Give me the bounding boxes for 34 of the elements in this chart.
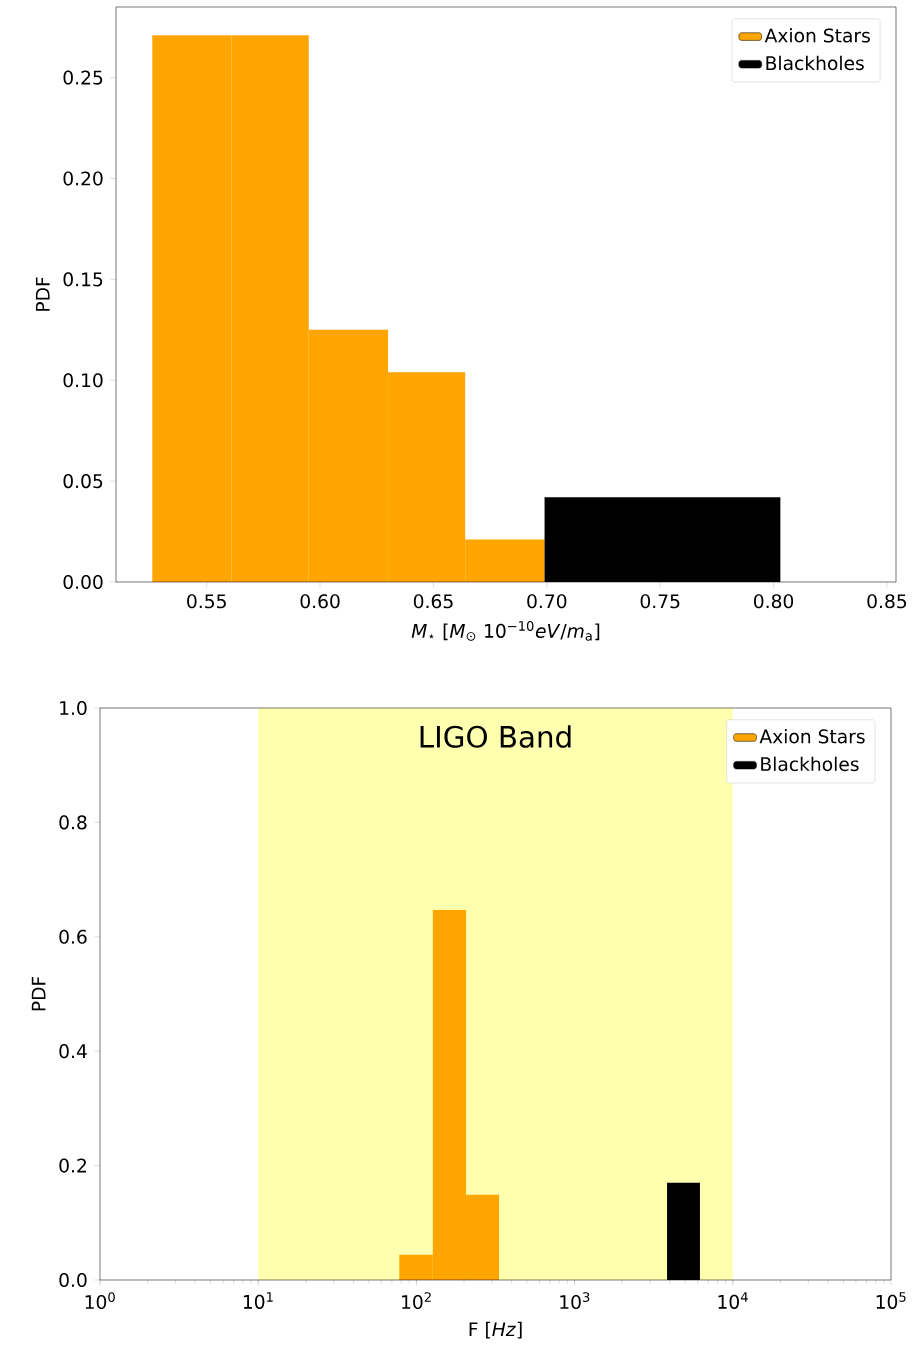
x-tick-label: 0.80	[754, 594, 794, 609]
legend-label: Axion Stars	[759, 729, 865, 744]
x-tick-label: 10$^{5}$	[876, 1292, 906, 1309]
y-tick-label: 0.25	[63, 70, 103, 85]
x-tick-label: 0.60	[300, 594, 340, 609]
y-tick-label: 0.8	[59, 815, 87, 830]
x-tick-label: 10$^{2}$	[402, 1292, 431, 1310]
x-axis-title: F [Hz]	[469, 1321, 522, 1339]
band-label: LIGO Band	[420, 725, 571, 748]
x-tick-label: 0.85	[867, 594, 907, 609]
x-tick-label: 0.75	[640, 594, 680, 609]
y-tick-label: 0.4	[59, 1044, 87, 1059]
x-tick-label: 0.65	[413, 594, 453, 609]
y-tick-label: 0.0	[59, 1272, 87, 1288]
x-tick-label: 0.70	[527, 594, 567, 609]
y-tick-label: 0.05	[63, 474, 103, 489]
y-tick-label: 0.15	[63, 272, 103, 287]
y-axis-title: PDF	[31, 976, 46, 1011]
y-axis-title: PDF	[35, 277, 50, 311]
legend-label: Axion Stars	[764, 28, 870, 43]
y-tick-label: 0.10	[63, 373, 103, 388]
text: M$_{⋆}$ [M$_{⊙}$ 10$^{−10}$eV/m$_{a}$]	[411, 620, 600, 641]
x-tick-label: 10$^{0}$	[85, 1292, 115, 1310]
y-tick-label: 0.6	[59, 929, 87, 944]
x-tick-label: 10$^{4}$	[718, 1292, 748, 1309]
y-tick-label: 1.0	[60, 700, 87, 716]
x-tick-label: 10$^{3}$	[560, 1292, 590, 1310]
x-tick-label: 0.55	[187, 594, 226, 609]
x-tick-label: 10$^{1}$	[243, 1292, 273, 1309]
y-tick-label: 0.20	[63, 171, 103, 186]
y-tick-label: 0.2	[59, 1158, 86, 1173]
legend-label: Blackholes	[761, 756, 859, 772]
legend-label: Blackholes	[766, 55, 864, 71]
y-tick-label: 0.00	[63, 574, 103, 590]
